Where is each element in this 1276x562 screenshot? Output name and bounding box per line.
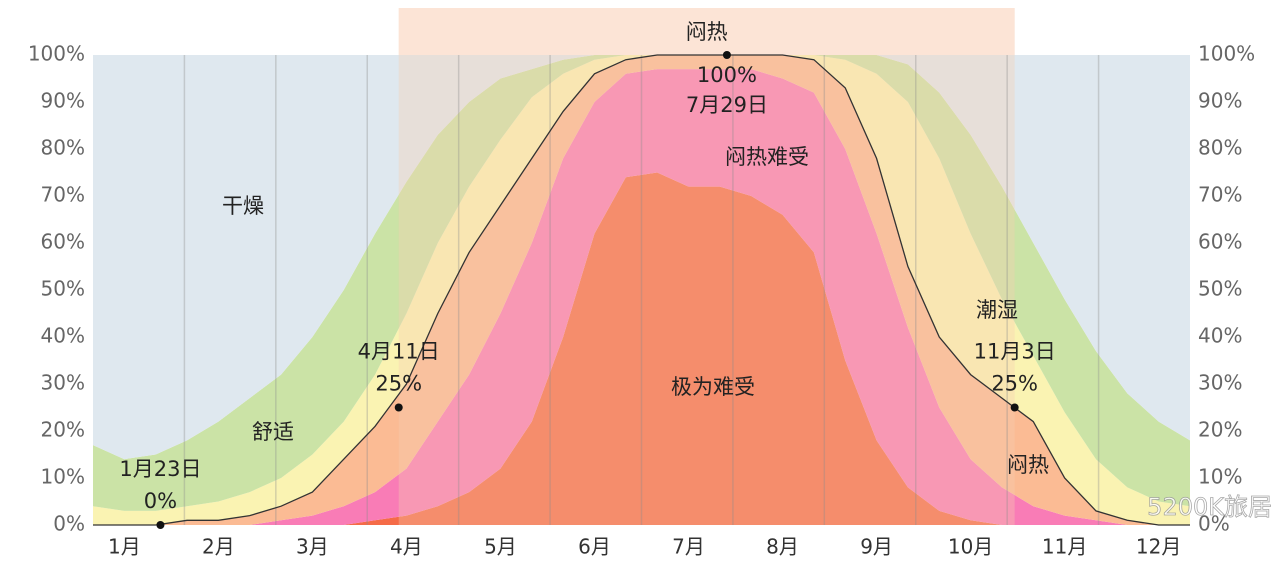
y-tick-label: 60% (41, 230, 85, 254)
series-label: 闷热 (1007, 453, 1049, 477)
y-tick-label-right: 70% (1198, 183, 1242, 207)
watermark: 5200K旅居 (1147, 493, 1272, 521)
y-tick-label: 90% (41, 89, 85, 113)
y-tick-label: 70% (41, 183, 85, 207)
y-tick-label-right: 20% (1198, 418, 1242, 442)
period-label: 闷热 (686, 20, 728, 44)
x-tick-label: 4月 (390, 535, 423, 559)
annotation-dot (394, 403, 403, 412)
annotation-value: 100% (697, 63, 757, 87)
area (93, 69, 1190, 525)
y-tick-label: 10% (41, 465, 85, 489)
y-tick-label: 20% (41, 418, 85, 442)
annotation-dot (156, 521, 165, 529)
period-band (398, 8, 1015, 525)
y-tick-label-right: 40% (1198, 324, 1242, 348)
area (93, 55, 1190, 525)
annotation-dot (1010, 403, 1019, 412)
x-tick-label: 9月 (860, 535, 893, 559)
y-tick-label-right: 60% (1198, 230, 1242, 254)
annotation-value: 25% (991, 372, 1038, 396)
y-tick-label: 50% (41, 277, 85, 301)
series-label: 潮湿 (976, 298, 1018, 322)
annotation-dot (722, 51, 731, 59)
x-tick-label: 8月 (766, 535, 799, 559)
area (93, 55, 1190, 460)
x-tick-label: 10月 (948, 535, 993, 559)
series-label: 极为难受 (671, 375, 755, 399)
period-header (398, 8, 1015, 55)
y-tick-label: 40% (41, 324, 85, 348)
y-tick-label-right: 30% (1198, 371, 1242, 395)
y-tick-label-right: 0% (1198, 512, 1230, 536)
x-tick-label: 12月 (1136, 535, 1181, 559)
y-tick-label: 100% (28, 42, 85, 66)
annotation-date: 1月23日 (119, 457, 201, 481)
series-label: 闷热难受 (725, 145, 809, 169)
annotation-date: 7月29日 (686, 93, 768, 117)
y-tick-label-right: 80% (1198, 136, 1242, 160)
annotation-value: 0% (144, 489, 177, 513)
x-tick-label: 11月 (1042, 535, 1087, 559)
annotation-value: 25% (375, 372, 422, 396)
y-tick-label: 80% (41, 136, 85, 160)
y-tick-label-right: 50% (1198, 277, 1242, 301)
y-tick-label-right: 100% (1198, 42, 1255, 66)
x-tick-label: 3月 (296, 535, 329, 559)
y-tick-label: 30% (41, 371, 85, 395)
x-tick-label: 5月 (484, 535, 517, 559)
y-tick-label-right: 90% (1198, 89, 1242, 113)
annotation-date: 4月11日 (358, 340, 440, 364)
series-label: 干燥 (222, 194, 264, 218)
x-tick-label: 6月 (578, 535, 611, 559)
x-tick-label: 2月 (202, 535, 235, 559)
x-tick-label: 1月 (108, 535, 141, 559)
y-tick-label-right: 10% (1198, 465, 1242, 489)
boundary-line (93, 54, 1190, 526)
area (93, 172, 1190, 525)
x-tick-label: 7月 (672, 535, 705, 559)
series-label: 舒适 (252, 420, 294, 444)
area (93, 55, 1190, 511)
y-tick-label: 0% (53, 512, 85, 536)
annotation-date: 11月3日 (974, 340, 1056, 364)
